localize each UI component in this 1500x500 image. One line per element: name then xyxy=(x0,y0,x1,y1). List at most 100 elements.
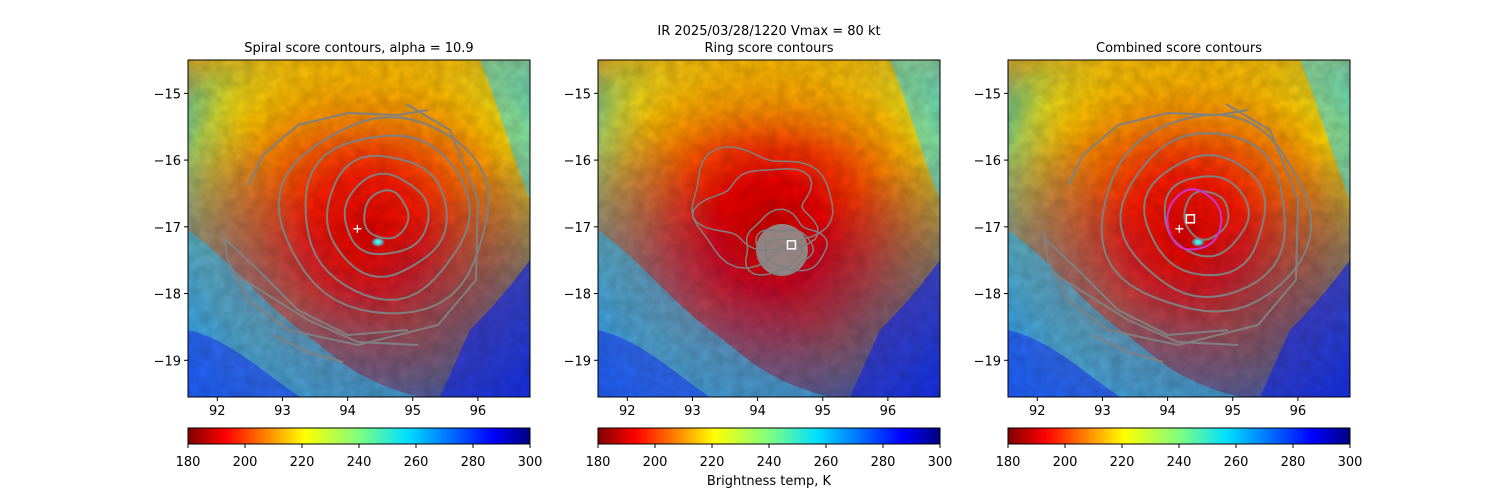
combined-score-panel: Combined score contours 92 93 94 95 96 −15 −16… xyxy=(974,41,1363,470)
score-center-marker xyxy=(1185,214,1196,224)
colorbar: 180 200 220 240 260 280 300 xyxy=(176,427,543,470)
y-tick-label: −17 xyxy=(974,221,1001,236)
x-tick-label: 92 xyxy=(619,404,636,419)
x-tick-label: 93 xyxy=(684,404,701,419)
colorbar-tick-label: 220 xyxy=(290,455,315,470)
colorbar-tick-label: 220 xyxy=(1110,455,1135,470)
contour-ring xyxy=(1100,113,1313,313)
contour-ring xyxy=(1119,132,1286,299)
spiral-arm-contour xyxy=(1042,103,1300,347)
axes-frame xyxy=(597,59,941,398)
axis-ticks: 92 93 94 95 96 −15 −16 −17 −18 −19 xyxy=(974,87,1307,419)
colorbar-tick-label: 220 xyxy=(700,455,725,470)
spiral-arm-contour xyxy=(1067,109,1249,186)
contour-ring xyxy=(277,116,490,315)
colorbar-tick-label: 200 xyxy=(1053,455,1078,470)
contour-ring xyxy=(1143,154,1267,277)
contour-ring xyxy=(1183,190,1230,241)
colorbar-tick-label: 200 xyxy=(233,455,258,470)
spiral-score-panel: Spiral score contours, alpha = 10.9 92 93… xyxy=(154,41,543,470)
combined-contours xyxy=(1042,103,1313,363)
storm-center-marker xyxy=(353,224,362,233)
spiral-arm-contour xyxy=(222,103,480,347)
y-tick-label: −15 xyxy=(154,87,181,102)
colorbar-tick-label: 240 xyxy=(347,455,372,470)
y-tick-label: −19 xyxy=(154,354,181,369)
panel-title: Combined score contours xyxy=(1096,41,1262,56)
x-tick-label: 94 xyxy=(749,404,766,419)
colorbar-tick-label: 260 xyxy=(1224,455,1249,470)
y-tick-label: −18 xyxy=(154,288,181,303)
axis-ticks: 92 93 94 95 96 −15 −16 −17 −18 −19 xyxy=(154,87,487,419)
ir-image xyxy=(598,60,940,397)
panel-title: Ring score contours xyxy=(704,41,833,56)
x-tick-label: 92 xyxy=(1029,404,1046,419)
y-tick-label: −15 xyxy=(564,87,591,102)
x-tick-label: 92 xyxy=(209,404,226,419)
y-tick-label: −16 xyxy=(974,154,1001,169)
x-tick-label: 94 xyxy=(339,404,356,419)
storm-center-marker xyxy=(786,240,797,250)
x-tick-label: 96 xyxy=(1290,404,1307,419)
figure-suptitle: IR 2025/03/28/1220 Vmax = 80 kt xyxy=(657,24,880,39)
colorbar-tick-label: 240 xyxy=(1167,455,1192,470)
colorbar-tick-label: 280 xyxy=(1281,455,1306,470)
spiral-arm-contour xyxy=(247,109,429,186)
spiral-arm-contour xyxy=(222,236,409,337)
x-tick-label: 95 xyxy=(814,404,831,419)
colorbar-tick-label: 300 xyxy=(928,455,953,470)
center-markers xyxy=(353,224,362,233)
highlight-contour xyxy=(1166,188,1223,251)
axes-frame xyxy=(1007,59,1351,398)
spiral-contours xyxy=(222,103,490,363)
spiral-arm-contour xyxy=(1042,236,1229,337)
spiral-arm-contour xyxy=(1092,334,1164,363)
ring-contour xyxy=(755,229,815,276)
colorbar: 180 200 220 240 260 280 300 Brightness temp, K xyxy=(586,427,953,489)
center-markers xyxy=(786,240,797,250)
contour-ring xyxy=(363,189,410,240)
contour-ring xyxy=(343,172,430,256)
colorbar: 180 200 220 240 260 280 300 xyxy=(996,427,1363,470)
ring-contour xyxy=(691,146,834,269)
panel-title: Spiral score contours, alpha = 10.9 xyxy=(244,41,473,56)
ring-contour xyxy=(692,167,819,252)
colorbar-tick-label: 300 xyxy=(518,455,543,470)
y-tick-label: −19 xyxy=(974,354,1001,369)
ring-contours xyxy=(691,146,834,276)
spiral-arm-contour xyxy=(272,334,344,363)
colorbar-tick-label: 240 xyxy=(757,455,782,470)
ring-contour xyxy=(745,208,828,276)
x-tick-label: 96 xyxy=(880,404,897,419)
ring-contour xyxy=(764,238,803,269)
spiral-arm-contour xyxy=(1052,272,1239,346)
colorbar-tick-label: 200 xyxy=(643,455,668,470)
y-tick-label: −15 xyxy=(974,87,1001,102)
y-tick-label: −18 xyxy=(564,288,591,303)
colorbar-tick-label: 280 xyxy=(461,455,486,470)
colorbar-label: Brightness temp, K xyxy=(707,474,832,489)
y-tick-label: −19 xyxy=(564,354,591,369)
colorbar-tick-label: 280 xyxy=(871,455,896,470)
x-tick-label: 93 xyxy=(1094,404,1111,419)
y-tick-label: −18 xyxy=(974,288,1001,303)
x-tick-label: 94 xyxy=(1159,404,1176,419)
colorbar-tick-label: 300 xyxy=(1338,455,1363,470)
center-markers xyxy=(1175,214,1196,233)
x-tick-label: 95 xyxy=(404,404,421,419)
x-tick-label: 96 xyxy=(470,404,487,419)
axes-frame xyxy=(187,59,531,398)
contour-ring xyxy=(1163,175,1250,258)
axis-ticks: 92 93 94 95 96 −15 −16 −17 −18 −19 xyxy=(564,87,897,419)
spiral-arm-contour xyxy=(232,272,419,346)
colorbar-tick-label: 260 xyxy=(814,455,839,470)
contour-ring xyxy=(304,134,471,301)
y-tick-label: −16 xyxy=(154,154,181,169)
colorbar-tick-label: 180 xyxy=(586,455,611,470)
y-tick-label: −17 xyxy=(564,221,591,236)
y-tick-label: −16 xyxy=(564,154,591,169)
x-tick-label: 93 xyxy=(274,404,291,419)
x-tick-label: 95 xyxy=(1224,404,1241,419)
y-tick-label: −17 xyxy=(154,221,181,236)
storm-center-marker xyxy=(1175,224,1184,233)
